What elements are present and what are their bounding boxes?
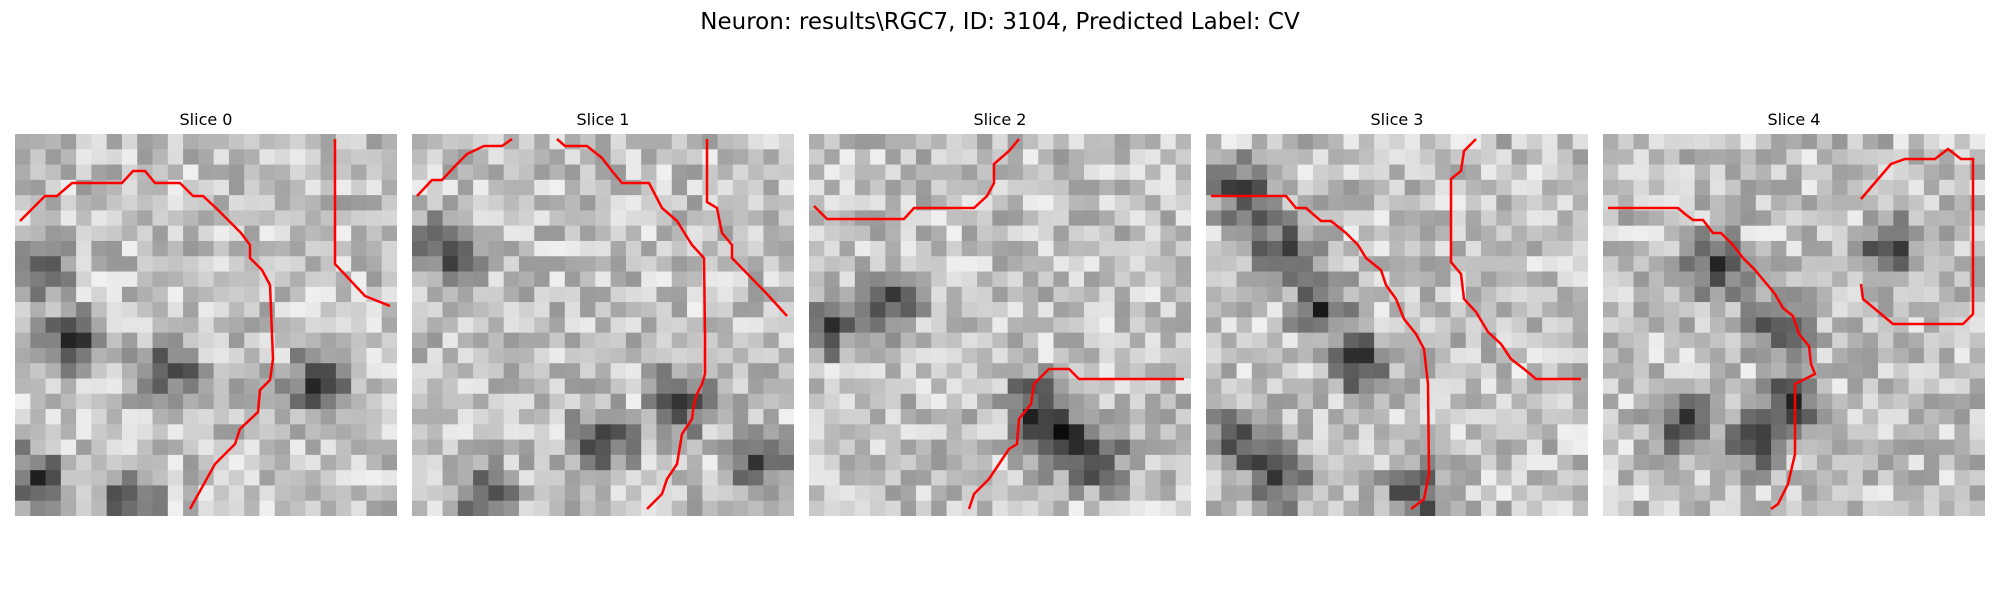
slice-1-contour-left [416,137,513,197]
slice-4-title: Slice 4 [1767,110,1821,129]
slice-3-image [1206,134,1588,516]
figure-title: Neuron: results\RGC7, ID: 3104, Predicte… [700,9,1300,35]
slice-2-contours [813,138,1184,510]
slice-3-contour-right [1449,138,1581,381]
slice-3-contours [1211,138,1581,510]
slice-2-title: Slice 2 [973,110,1027,129]
slice-1-contour-main [556,138,707,510]
slice-2-grayscale-grid [809,134,1191,516]
slice-1-contour-right [705,139,788,317]
slice-4-contours [1608,147,1975,511]
slice-0-grayscale-grid [15,134,397,516]
slice-1-grayscale-grid [412,134,794,516]
slice-3-contour-left [1211,194,1431,510]
slice-0-image [15,134,397,516]
slice-0-title: Slice 0 [179,110,233,129]
slice-4-image [1603,134,1985,516]
slice-0-contour-left [19,169,275,510]
slice-3-grayscale-grid [1206,134,1588,516]
slice-0-contours [19,139,391,510]
slice-1-image [412,134,794,516]
slice-4-grayscale-grid [1603,134,1985,516]
slice-2-contour-bottom [967,367,1184,510]
slice-3-title: Slice 3 [1370,110,1424,129]
slice-2-contour-top [813,138,1020,221]
slice-4-contour-main [1608,206,1817,511]
slice-4-contour-right [1859,147,1975,326]
slice-2-image [809,134,1191,516]
slice-1-title: Slice 1 [576,110,630,129]
slice-0-contour-right [333,139,391,308]
slice-1-contours [416,137,788,510]
